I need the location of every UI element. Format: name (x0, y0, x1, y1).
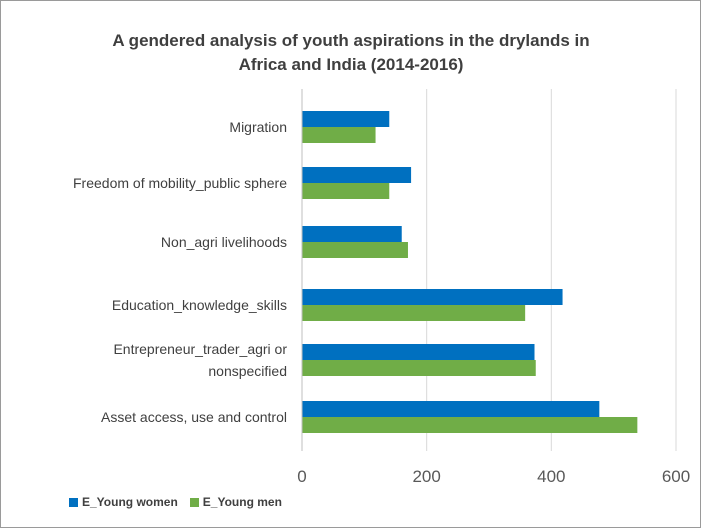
legend-item-young-women: E_Young women (69, 495, 178, 509)
category-label-line: nonspecified (208, 363, 287, 379)
legend-swatch-young-women (69, 497, 78, 507)
bar-e-young-men-1 (302, 183, 390, 199)
x-tick-label: 600 (662, 467, 690, 486)
category-label-line: Asset access, use and control (101, 409, 287, 425)
category-label: Entrepreneur_trader_agri or nonspecified (113, 341, 287, 379)
legend-swatch-young-men (189, 497, 199, 507)
category-label: Non_agri livelihoods (161, 234, 287, 250)
x-tick-label: 0 (297, 467, 306, 486)
legend-item-young-men: E_Young men (189, 495, 282, 509)
category-label: Asset access, use and control (101, 409, 287, 425)
category-label: Education_knowledge_skills (112, 297, 287, 313)
bar-e-young-men-0 (302, 127, 376, 143)
x-tick-label: 400 (537, 467, 565, 486)
bar-e-young-women-3 (302, 289, 563, 305)
bar-e-young-women-2 (302, 226, 402, 242)
bar-e-young-women-4 (302, 344, 535, 360)
bar-e-young-men-2 (302, 242, 408, 258)
chart-title-line: Africa and India (2014-2016) (238, 55, 464, 74)
x-tick-label: 200 (412, 467, 440, 486)
bar-e-young-women-1 (302, 167, 412, 183)
bar-e-young-women-0 (302, 111, 390, 127)
bar-e-young-women-5 (302, 401, 600, 417)
category-label-line: Freedom of mobility_public sphere (73, 175, 287, 191)
category-label: Freedom of mobility_public sphere (73, 175, 287, 191)
bar-e-young-men-5 (302, 417, 638, 433)
chart-title-line: A gendered analysis of youth aspirations… (112, 31, 590, 50)
category-label: Migration (229, 119, 287, 135)
category-label-line: Entrepreneur_trader_agri or (113, 341, 287, 357)
bar-e-young-men-4 (302, 360, 536, 376)
category-label-line: Migration (229, 119, 287, 135)
category-label-line: Non_agri livelihoods (161, 234, 287, 250)
bar-e-young-men-3 (302, 305, 526, 321)
legend-label-young-women: E_Young women (82, 495, 178, 509)
legend-label-young-men: E_Young men (202, 495, 282, 509)
chart-legend: E_Young women E_Young men (69, 495, 294, 509)
category-label-line: Education_knowledge_skills (112, 297, 287, 313)
chart-title: A gendered analysis of youth aspirations… (61, 29, 641, 77)
